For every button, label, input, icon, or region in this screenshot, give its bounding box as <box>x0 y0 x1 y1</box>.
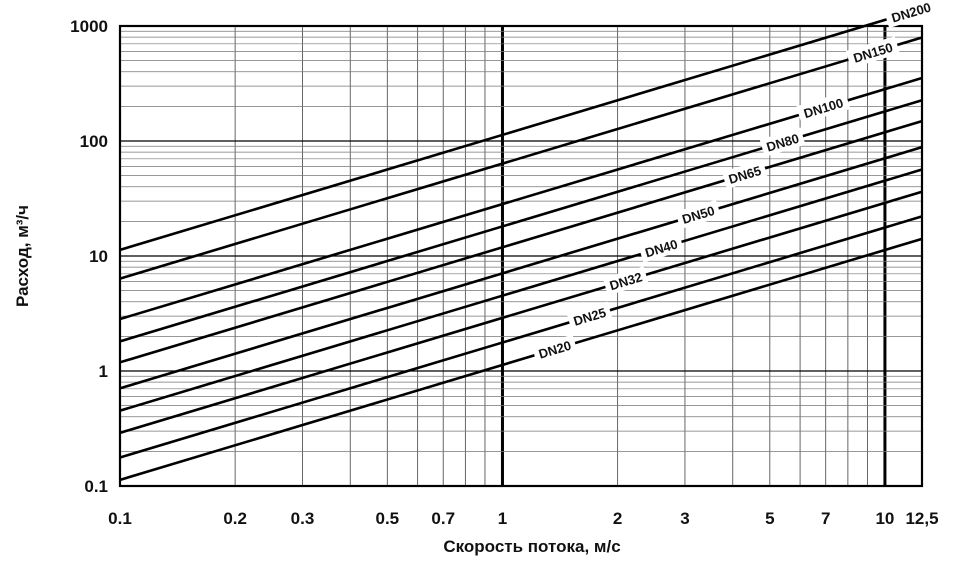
series-line-dn32 <box>119 190 923 435</box>
x-tick-label: 0.2 <box>223 509 247 528</box>
series-line-dn20 <box>119 237 923 482</box>
series-label-bg <box>638 233 685 263</box>
x-tick-label: 2 <box>613 509 622 528</box>
series-label-dn25: DN25 <box>566 301 613 332</box>
x-tick-label: 0.7 <box>431 509 455 528</box>
x-tick-label: 10 <box>875 509 894 528</box>
x-tick-label: 7 <box>821 509 830 528</box>
series-lines <box>119 13 923 482</box>
series-label-bg <box>845 36 900 69</box>
series-label-bg <box>796 91 851 124</box>
series-label-dn32: DN32 <box>602 266 649 296</box>
series-label-dn65: DN65 <box>721 159 768 190</box>
y-tick-label: 10 <box>89 247 108 266</box>
series-label-dn150: DN150 <box>845 36 900 69</box>
series-label-bg <box>602 266 649 296</box>
x-tick-label: 1 <box>498 509 507 528</box>
series-label-bg <box>566 301 613 332</box>
series-label-dn20: DN20 <box>531 334 578 364</box>
series-line-dn50 <box>119 145 923 390</box>
plot-frame <box>118 24 924 488</box>
series-label-bg <box>531 334 578 364</box>
series-label-text: DN200 <box>890 0 933 26</box>
y-tick-label: 1000 <box>70 17 108 36</box>
series-label-dn100: DN100 <box>796 91 851 124</box>
series-label-dn200: DN200 <box>884 0 939 28</box>
series-line-dn40 <box>119 168 923 412</box>
y-tick-label: 0.1 <box>84 477 108 496</box>
series-label-dn80: DN80 <box>759 127 806 157</box>
series-label-dn50: DN50 <box>675 199 722 230</box>
series-label-bg <box>721 159 768 190</box>
x-tick-label: 5 <box>765 509 774 528</box>
series-line-dn100 <box>119 76 923 321</box>
series-line-dn150 <box>119 36 923 280</box>
series-line-dn25 <box>119 215 923 459</box>
y-tick-label: 1 <box>99 362 108 381</box>
plot-border <box>118 24 924 488</box>
x-tick-label: 0.3 <box>291 509 315 528</box>
x-tick-label: 12,5 <box>905 509 938 528</box>
y-tick-label: 100 <box>80 132 108 151</box>
series-line-dn200 <box>119 13 903 252</box>
series-label-bg <box>759 127 806 157</box>
y-axis-label: Расход, м³/ч <box>13 205 32 307</box>
x-tick-label: 3 <box>680 509 689 528</box>
x-tick-label: 0.1 <box>108 509 132 528</box>
x-axis-label: Скорость потока, м/с <box>443 537 620 556</box>
x-tick-label: 0.5 <box>376 509 400 528</box>
grid <box>120 26 922 486</box>
tick-labels: 0.1 0.2 0.3 0.5 0.7 1 2 3 5 7 10 12,5 0.1 1 10 100 1000 <box>70 17 938 528</box>
series-label-bg <box>675 199 722 230</box>
series-label-dn40: DN40 <box>638 233 685 263</box>
series-label-bg <box>884 0 939 28</box>
series-line-dn65 <box>119 119 923 364</box>
